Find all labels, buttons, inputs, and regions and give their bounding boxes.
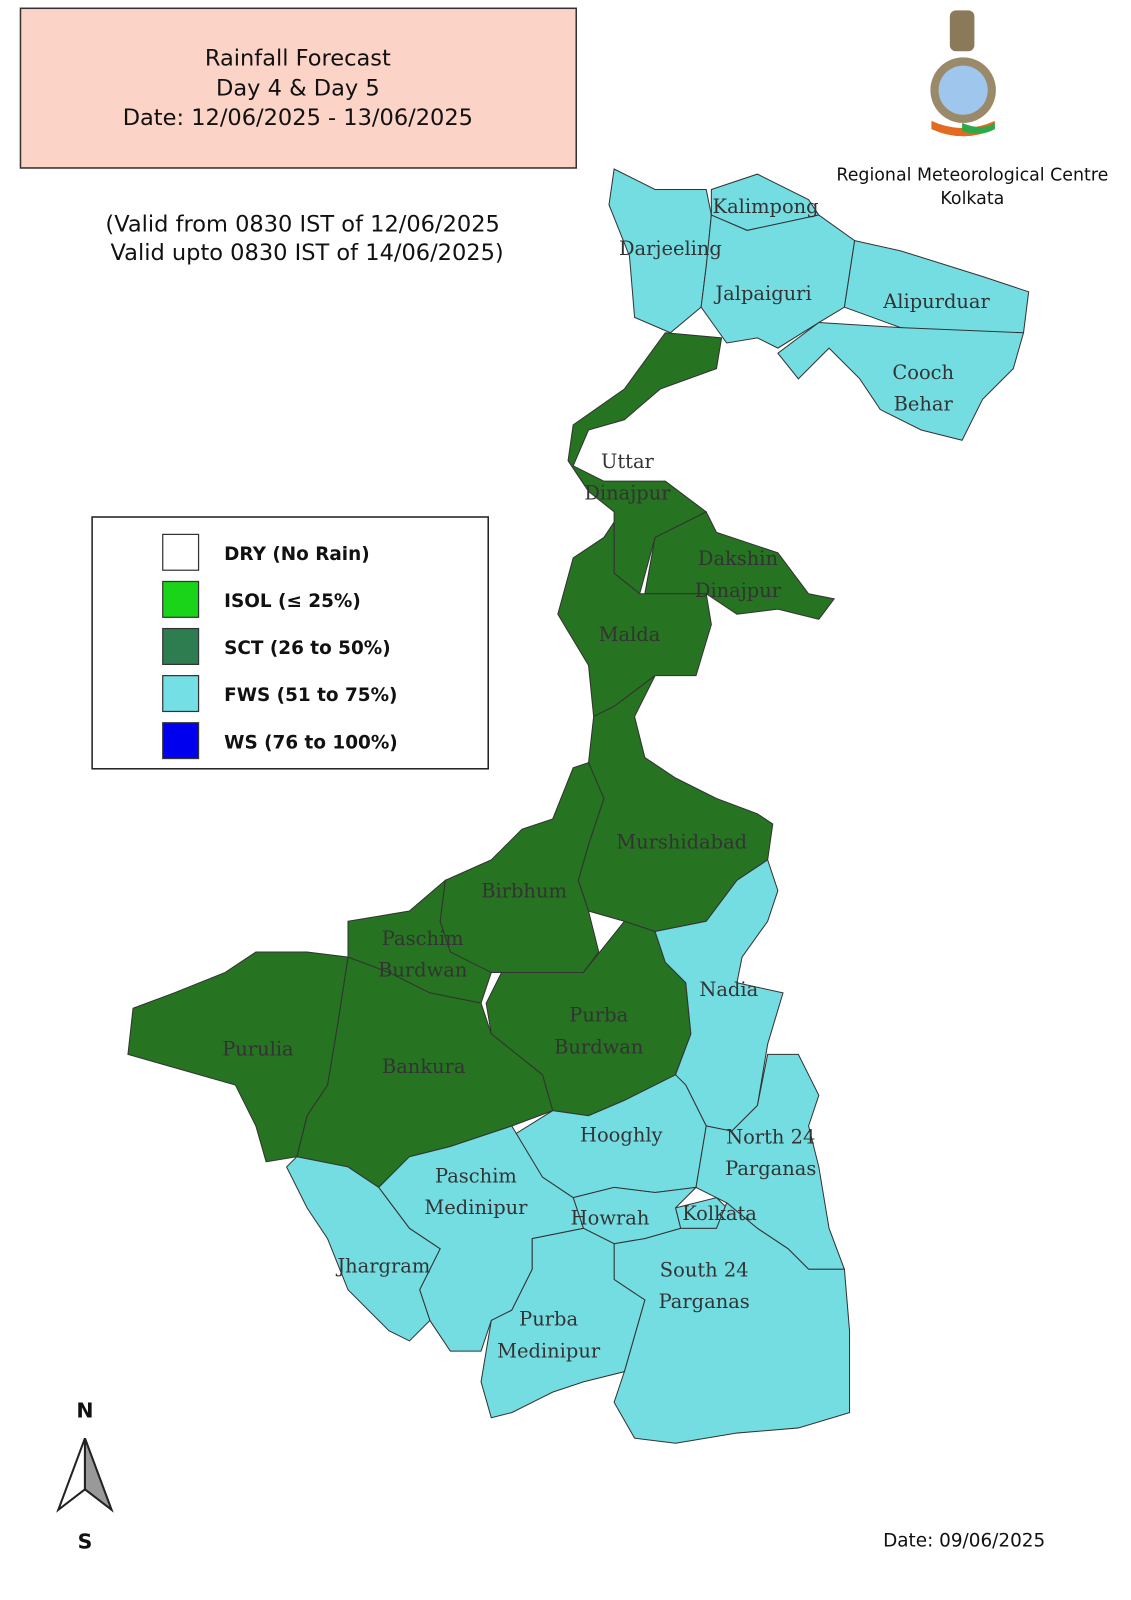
district-label: Jhargram bbox=[335, 1254, 430, 1277]
north-arrow bbox=[56, 1437, 114, 1513]
district bbox=[777, 322, 1025, 441]
district-label: Jalpaiguri bbox=[713, 282, 811, 305]
district bbox=[285, 1156, 441, 1342]
district-label: Parganas bbox=[725, 1157, 816, 1180]
legend-label: FWS (51 to 75%) bbox=[224, 685, 397, 706]
district bbox=[654, 859, 784, 1132]
title-line: Day 4 & Day 5 bbox=[216, 75, 380, 101]
district-label: Dakshin bbox=[698, 547, 778, 570]
arrow-left bbox=[56, 1437, 86, 1513]
district-label: Parganas bbox=[659, 1290, 750, 1313]
district-label: Uttar bbox=[601, 450, 655, 473]
district bbox=[127, 951, 349, 1163]
legend-label: WS (76 to 100%) bbox=[224, 732, 398, 753]
district-label: Dinajpur bbox=[584, 482, 671, 505]
district-label: Hooghly bbox=[580, 1123, 663, 1146]
district-label: Nadia bbox=[699, 978, 758, 1001]
district-label: Medinipur bbox=[497, 1339, 601, 1362]
validity-line: (Valid from 0830 IST of 12/06/2025 bbox=[105, 211, 499, 237]
legend-label: DRY (No Rain) bbox=[224, 544, 369, 565]
label-layer: Darjeeling Kalimpong Jalpaiguri Alipurduar C… bbox=[222, 195, 990, 1362]
validity-line: Valid upto 0830 IST of 14/06/2025) bbox=[111, 240, 504, 266]
district-label: Burdwan bbox=[378, 959, 467, 982]
legend-swatch bbox=[162, 627, 200, 665]
legend-label: SCT (26 to 50%) bbox=[224, 638, 390, 659]
district-label: Purulia bbox=[222, 1037, 294, 1060]
district-label: Darjeeling bbox=[619, 237, 722, 260]
district bbox=[480, 1227, 646, 1419]
district-layer bbox=[127, 168, 1030, 1444]
legend-swatch bbox=[162, 722, 200, 760]
district-label: Medinipur bbox=[424, 1196, 528, 1219]
arrow-right bbox=[83, 1437, 114, 1513]
legend-swatch bbox=[162, 675, 200, 713]
org-name: Kolkata bbox=[940, 189, 1004, 209]
legend-swatch bbox=[162, 580, 200, 618]
district-label: Purba bbox=[519, 1308, 578, 1331]
district bbox=[439, 762, 605, 973]
legend-label: ISOL (≤ 25%) bbox=[224, 591, 361, 612]
district bbox=[613, 1201, 851, 1444]
compass-south: S bbox=[78, 1530, 93, 1554]
emblem-globe bbox=[938, 65, 988, 115]
district-label: Paschim bbox=[435, 1164, 517, 1187]
district-label: Burdwan bbox=[554, 1035, 643, 1058]
district-label: Purba bbox=[569, 1004, 628, 1027]
district bbox=[700, 214, 856, 349]
district-label: Murshidabad bbox=[616, 831, 747, 854]
compass-north: N bbox=[76, 1399, 93, 1423]
emblem bbox=[930, 10, 996, 137]
title-box bbox=[19, 7, 578, 169]
emblem-ribbon-green bbox=[962, 122, 995, 134]
issue-date: Date: 09/06/2025 bbox=[883, 1531, 1045, 1552]
district-label: Birbhum bbox=[481, 880, 567, 903]
district-label: Paschim bbox=[382, 927, 464, 950]
district-label: Behar bbox=[894, 393, 954, 416]
legend-swatch bbox=[162, 533, 200, 571]
district-label: Howrah bbox=[571, 1206, 650, 1229]
district-label: Dinajpur bbox=[695, 579, 782, 602]
district-label: South 24 bbox=[660, 1258, 749, 1281]
district-label: Bankura bbox=[382, 1055, 466, 1078]
district-label: Malda bbox=[599, 623, 661, 646]
district-label: North 24 bbox=[726, 1125, 815, 1148]
emblem-lions bbox=[949, 10, 975, 52]
district-label: Cooch bbox=[892, 361, 954, 384]
district-label: Kolkata bbox=[682, 1202, 757, 1225]
title-line: Date: 12/06/2025 - 13/06/2025 bbox=[123, 105, 473, 131]
org-name: Regional Meteorological Centre bbox=[836, 165, 1108, 185]
legend-box bbox=[91, 516, 489, 770]
district-label: Kalimpong bbox=[713, 195, 819, 218]
district-label: Alipurduar bbox=[882, 290, 990, 313]
title-line: Rainfall Forecast bbox=[205, 46, 391, 72]
